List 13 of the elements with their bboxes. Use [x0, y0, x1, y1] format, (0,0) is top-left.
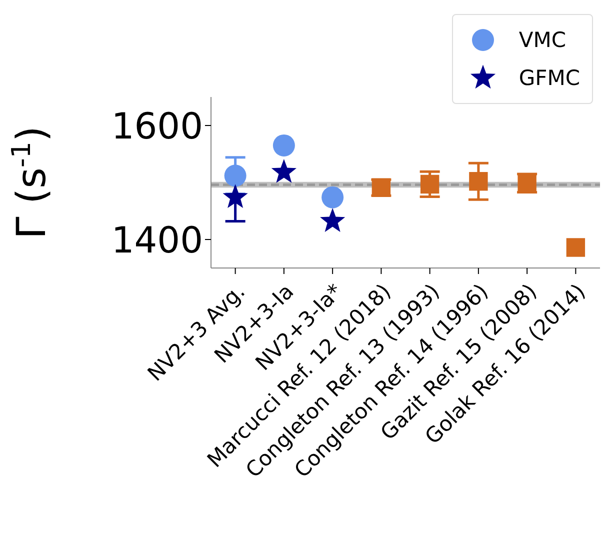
point	[469, 172, 488, 191]
point	[566, 238, 586, 257]
y-tick-label: 1400	[111, 220, 203, 262]
point	[322, 186, 344, 208]
point	[222, 184, 248, 208]
point	[224, 164, 246, 187]
point	[420, 174, 440, 194]
point	[271, 159, 296, 183]
legend-label: GFMC	[518, 66, 580, 90]
y-tick-label: 1600	[111, 106, 203, 148]
legend-label: VMC	[518, 28, 566, 52]
point	[272, 134, 295, 156]
point	[320, 208, 346, 232]
